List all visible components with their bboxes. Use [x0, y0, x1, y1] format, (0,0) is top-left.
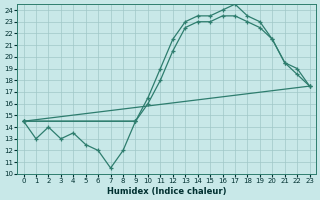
X-axis label: Humidex (Indice chaleur): Humidex (Indice chaleur) — [107, 187, 226, 196]
